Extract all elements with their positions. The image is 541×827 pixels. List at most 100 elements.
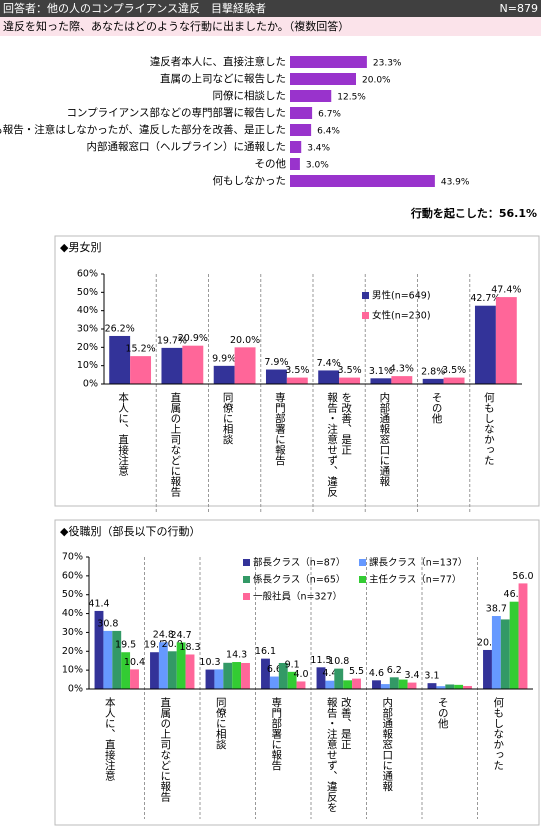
category-label: 違反者本人に、直接注意した	[150, 55, 286, 68]
y-tick-label: 60%	[62, 570, 83, 581]
bar	[445, 684, 455, 689]
bar	[158, 642, 168, 689]
bar	[398, 679, 408, 689]
category-label: 専門部署に報告	[270, 697, 283, 771]
bar	[380, 684, 390, 689]
value-label: 11.5	[310, 655, 331, 666]
bar	[325, 680, 335, 689]
panel	[54, 519, 540, 826]
bar	[214, 669, 224, 689]
category-label: 内部通報窓口（ヘルプライン）に通報した	[87, 140, 287, 153]
value-label: 47.4%	[491, 285, 521, 296]
legend-label: 係長クラス（n=65）	[253, 574, 345, 586]
value-label: 38.7	[486, 604, 507, 615]
bar	[491, 616, 501, 689]
value-label: 3.5%	[285, 365, 309, 376]
bar	[422, 378, 444, 384]
value-label: 3.1%	[369, 366, 393, 377]
value-label: 3.1	[424, 671, 439, 682]
bar	[261, 658, 270, 689]
bar	[391, 376, 413, 384]
value-label: 16.1	[255, 646, 276, 657]
bar	[352, 678, 361, 689]
value-label: 19.5	[144, 640, 165, 651]
bar	[182, 345, 204, 384]
bar	[176, 642, 186, 689]
y-tick-label: 10%	[62, 665, 83, 676]
value-label: 4.0	[293, 669, 308, 680]
value-label: 3.4%	[307, 144, 330, 154]
y-tick-label: 40%	[77, 305, 98, 316]
bar	[436, 686, 446, 689]
y-tick-label: 30%	[77, 324, 98, 335]
header-n: N=879	[500, 2, 538, 15]
bar	[370, 378, 392, 384]
value-label: 3.0%	[306, 161, 329, 171]
legend-swatch	[359, 576, 366, 583]
value-label: 18.3	[179, 642, 200, 653]
legend-label: 主任クラス（n=77）	[369, 574, 461, 586]
bar	[427, 683, 437, 689]
value-label: 6.6	[267, 664, 282, 675]
value-label: 56.0	[512, 571, 533, 582]
question-band	[0, 17, 541, 36]
category-label: その他	[436, 697, 449, 729]
y-tick-label: 20%	[77, 342, 98, 353]
bar	[290, 107, 313, 119]
value-label: 30.8	[97, 618, 118, 629]
value-label: 24.8	[153, 630, 174, 641]
bar	[161, 347, 183, 384]
panel	[54, 235, 540, 507]
bar	[130, 356, 152, 384]
bar	[232, 662, 242, 689]
category-label: 報告・注意せず、違反を改善、是正	[326, 392, 353, 497]
y-tick-label: 20%	[62, 646, 83, 657]
bar	[316, 667, 326, 689]
value-label: 5.5	[349, 666, 364, 677]
y-tick-label: 50%	[62, 589, 83, 600]
header-title: 回答者：他の人のコンプライアンス違反 目撃経験者	[3, 1, 266, 15]
category-label: 本人に、直接注意	[103, 697, 116, 781]
value-label: 6.7%	[318, 110, 341, 120]
bar	[318, 370, 340, 384]
value-label: 10.3	[199, 657, 220, 668]
value-label: 9.9%	[212, 353, 236, 364]
y-tick-label: 50%	[77, 287, 98, 298]
bar	[112, 630, 122, 689]
bar	[286, 377, 308, 384]
value-label: 4.6	[369, 668, 384, 679]
value-label: 9.1	[285, 659, 300, 670]
bar	[290, 158, 300, 170]
category-label: 何もしなかった	[482, 392, 495, 466]
bar	[483, 649, 492, 689]
value-label: 12.5%	[337, 93, 366, 103]
legend-label: 男性(n=649)	[372, 290, 431, 302]
bar	[109, 335, 131, 384]
value-label: 20.7	[477, 637, 498, 648]
bar	[290, 90, 332, 102]
value-label: 3.4	[404, 670, 419, 681]
value-label: 6.2	[387, 665, 402, 676]
value-label: 3.5%	[442, 365, 466, 376]
bar	[269, 676, 279, 689]
value-label: 20.0%	[230, 335, 260, 346]
category-label: 何もしなかった	[213, 174, 287, 187]
y-tick-label: 0%	[83, 379, 98, 390]
category-label: 直属の上司などに報告	[169, 392, 182, 497]
value-label: 7.9%	[264, 357, 288, 368]
value-label: 41.4	[88, 598, 109, 609]
bar	[343, 680, 353, 689]
bar	[241, 662, 250, 689]
category-label: 同僚に相談した	[213, 89, 287, 102]
bar	[185, 654, 195, 689]
legend-swatch	[362, 312, 369, 319]
category-label: 直属の上司などに報告した	[160, 72, 286, 85]
value-label: 26.2%	[105, 323, 135, 334]
bar	[509, 601, 519, 689]
value-label: 15.2%	[125, 344, 155, 355]
bar	[150, 652, 159, 689]
category-label: 何もしなかった	[492, 697, 505, 771]
value-label: 14.3	[226, 650, 247, 661]
legend-label: 部長クラス（n=87）	[253, 557, 345, 569]
bar	[130, 669, 139, 689]
